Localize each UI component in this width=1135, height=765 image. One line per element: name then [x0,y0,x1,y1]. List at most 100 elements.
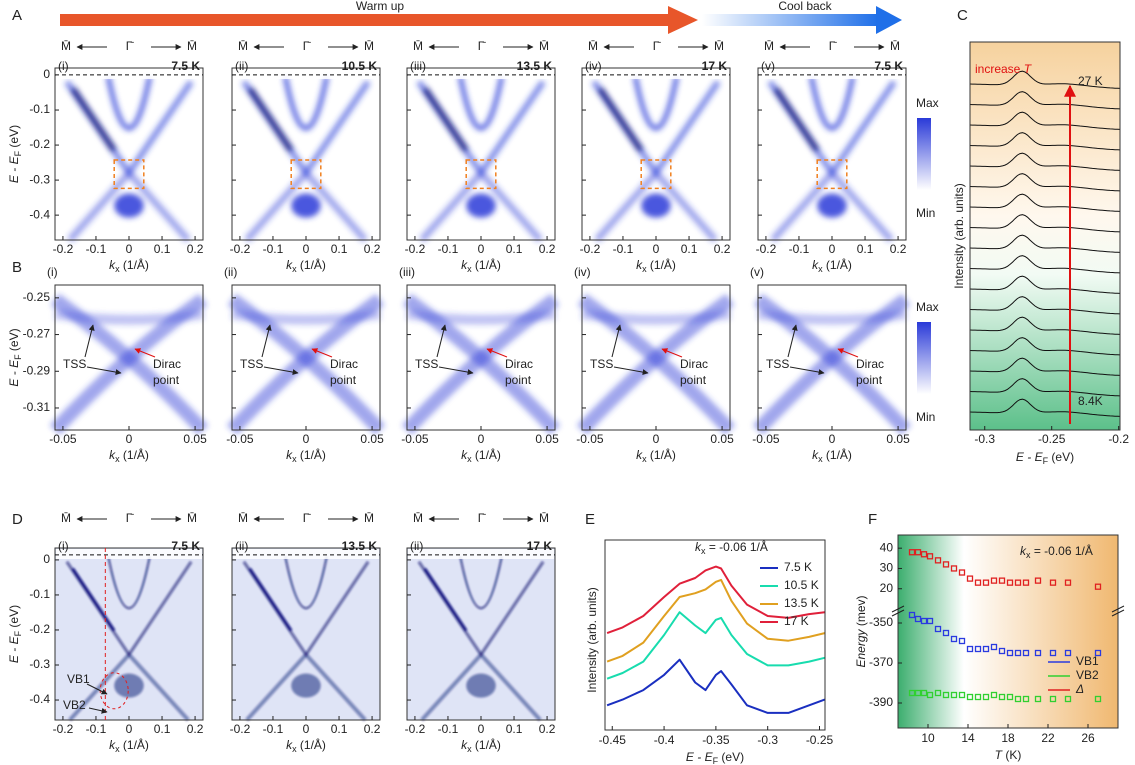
spectrum-image [226,285,386,435]
data-point [1034,649,1042,657]
edc-curve [969,193,1121,212]
x-tick-label: -0.2 [405,242,426,256]
x-axis-label-part: (K) [1002,748,1021,762]
band [597,86,644,153]
colorbar-max: Max [916,300,939,314]
x-axis-label-part: k [286,738,293,752]
panel-index: (ii) [235,59,248,73]
edc-curve [969,337,1121,356]
y-tick-label: -0.3 [29,172,50,186]
x-tick-label: 0.2 [187,242,204,256]
direction-left: M̄ [764,39,774,53]
y-tick-label: -370 [869,655,893,669]
data-point [950,691,958,699]
edc-curve [969,132,1121,151]
x-tick-label: 0.2 [539,722,556,736]
x-tick-label: 0 [829,432,836,446]
band [422,86,469,153]
temperature: 13.5 K [342,539,378,553]
dirac-box [640,159,672,190]
x-axis-label-part: (1/Å) [472,737,501,752]
panel-label: B [12,259,22,276]
x-axis-label-part: k [109,448,116,462]
panel-index: (ii) [410,539,423,553]
band [420,651,542,722]
band [459,556,503,609]
panel-index: (iv) [574,265,591,279]
x-tick-label: 0.2 [187,722,204,736]
direction-right: M̄ [364,511,374,525]
panel-index: (iv) [585,59,602,73]
blob [114,193,144,218]
y-tick-label: -0.25 [23,290,51,304]
band [770,167,894,243]
spectrum-image [232,548,380,722]
direction-left: M̄ [61,511,71,525]
x-axis-label-part: k [636,258,643,272]
x-axis-label: T (K) [995,748,1022,762]
panel-index: (iii) [399,265,415,279]
data-point [934,625,942,633]
x-tick-label: -0.1 [613,242,634,256]
x-axis-label: kx (1/Å) [109,447,149,464]
y-axis-label-part: F [13,630,23,636]
band [457,76,505,131]
x-tick-label: 10 [921,731,935,745]
x-tick-label: 0.2 [364,722,381,736]
x-tick-label: 0.1 [506,722,523,736]
x-axis-label: kx (1/Å) [461,737,501,754]
data-point [920,551,928,558]
temperature: 10.5 K [342,59,378,73]
cool-label: Cool back [778,0,832,13]
dirac-box [816,159,848,190]
annotation: kx = -0.06 1/Å [1020,543,1093,560]
direction-right: M̄ [364,39,374,53]
x-axis-label-part: (1/Å) [823,257,852,272]
x-tick-label: -0.1 [789,242,810,256]
annotation-vb2: VB2 [63,698,86,712]
image-features [417,556,545,722]
temperature: 7.5 K [171,59,200,73]
x-tick-label: 0.05 [360,432,384,446]
x-tick-label: -0.1 [86,242,107,256]
x-axis-label-part: (1/Å) [472,447,501,462]
annotation-arrow [436,324,447,358]
panel-label: C [957,7,968,24]
edc-curve [969,255,1121,274]
direction-left: M̄ [413,39,423,53]
dirac-box [290,159,322,190]
direction-left: M̄ [588,39,598,53]
bottom-temperature: 8.4K [1078,394,1103,408]
x-axis-label-part: (1/Å) [647,257,676,272]
panel-index: (i) [58,539,69,553]
y-axis-label-part: F [13,354,23,360]
data-point [1049,579,1057,586]
x-axis-label-part: (1/Å) [120,447,149,462]
x-axis-label-part: F [713,756,719,765]
data-point [914,689,922,697]
colorbar-min: Min [916,206,935,220]
x-axis-label-part: x [467,264,472,274]
y-tick-label: -0.4 [29,692,50,706]
x-tick-label: 0 [829,242,836,256]
label-bg [233,549,379,559]
x-axis-label-part: (1/Å) [120,737,149,752]
spectrum-line [606,611,825,680]
x-axis-label-part: (1/Å) [647,447,676,462]
x-tick-label: 0 [126,432,133,446]
x-axis-label-part: k [109,258,116,272]
data-point [908,689,916,697]
x-axis-label-part: x [642,454,647,464]
colorbar-max: Max [916,96,939,110]
x-tick-label: 0.1 [681,242,698,256]
y-tick-label: 0 [43,552,50,566]
y-tick-label: -0.3 [29,657,50,671]
y-tick-label: -0.4 [29,207,50,221]
x-axis-label-part: x [642,264,647,274]
edc-curve [969,152,1121,171]
annotation-part: x [1026,550,1031,560]
y-axis-label: Intensity (arb. units) [585,587,599,692]
annotation-arrow [134,348,156,358]
x-tick-label: 0.05 [535,432,559,446]
x-tick-label: -0.1 [86,722,107,736]
